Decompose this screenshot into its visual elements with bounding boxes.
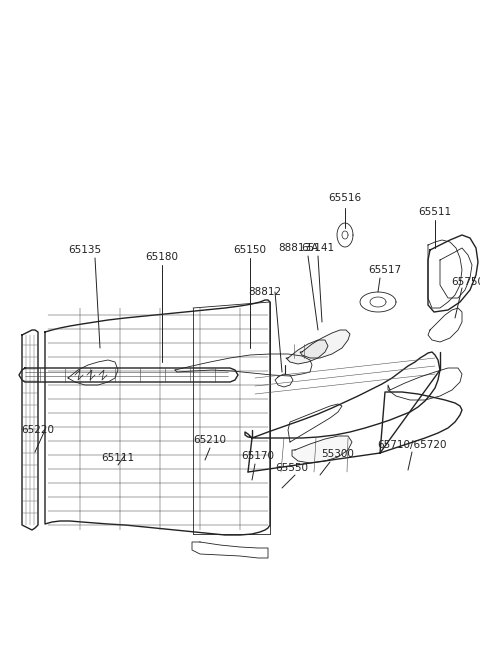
Text: 65150: 65150	[233, 245, 266, 255]
Text: 65517: 65517	[369, 265, 402, 275]
Text: 55300: 55300	[322, 449, 354, 459]
Text: 65550: 65550	[276, 463, 309, 473]
Polygon shape	[292, 436, 352, 463]
Text: 88813A: 88813A	[278, 243, 318, 253]
Text: 65141: 65141	[301, 243, 335, 253]
Text: 65135: 65135	[69, 245, 102, 255]
Text: 65511: 65511	[419, 207, 452, 217]
Text: 88812: 88812	[249, 287, 282, 297]
Text: 65210: 65210	[193, 435, 227, 445]
Polygon shape	[286, 340, 328, 364]
Text: 65516: 65516	[328, 193, 361, 203]
Text: 65710/65720: 65710/65720	[377, 440, 447, 450]
Polygon shape	[300, 330, 350, 358]
Text: 65220: 65220	[22, 425, 55, 435]
Text: 65180: 65180	[145, 252, 179, 262]
Text: 65170: 65170	[241, 451, 275, 461]
Text: 65111: 65111	[101, 453, 134, 463]
Text: 65750: 65750	[452, 277, 480, 287]
